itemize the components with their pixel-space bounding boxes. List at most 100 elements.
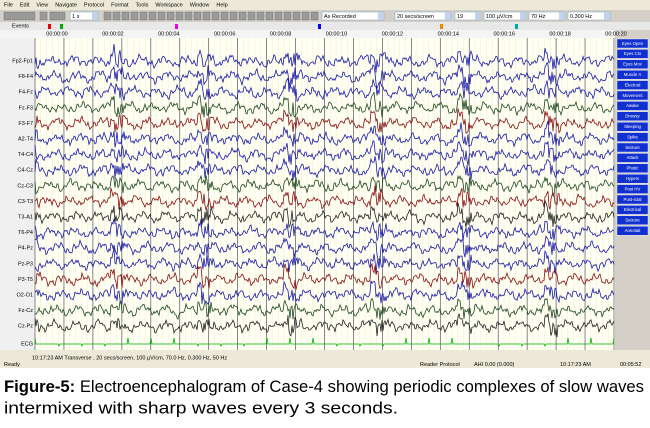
side-button[interactable] xyxy=(616,49,649,59)
dropdown[interactable] xyxy=(321,11,385,21)
toolbar-icon[interactable] xyxy=(265,11,274,21)
side-button[interactable] xyxy=(616,184,649,194)
event-marker[interactable] xyxy=(175,24,178,29)
side-button[interactable] xyxy=(616,80,649,90)
toolbar-icon[interactable] xyxy=(57,11,66,21)
side-button[interactable] xyxy=(616,225,649,236)
menu-item[interactable]: Workspace xyxy=(155,2,182,8)
side-button-label[interactable]: Spike xyxy=(627,134,638,139)
toolbar-icon[interactable] xyxy=(220,11,229,21)
dropdown-arrow[interactable] xyxy=(445,12,451,20)
side-button[interactable] xyxy=(616,69,649,80)
menu-item[interactable]: Protocol xyxy=(84,2,104,8)
dropdown-arrow[interactable] xyxy=(520,12,526,20)
side-button-label[interactable]: Movement xyxy=(622,93,643,98)
dropdown[interactable] xyxy=(394,11,452,21)
dropdown[interactable] xyxy=(567,11,611,21)
toolbar-icon[interactable] xyxy=(112,11,121,21)
dropdown-text[interactable]: As Recorded xyxy=(324,14,356,20)
toolbar-icon[interactable] xyxy=(202,11,211,21)
toolbar-icon[interactable] xyxy=(49,11,58,21)
event-marker[interactable] xyxy=(515,24,518,29)
event-marker[interactable] xyxy=(318,24,321,29)
toolbar-icon[interactable] xyxy=(292,11,301,21)
side-button[interactable] xyxy=(616,153,649,163)
toolbar-icon[interactable] xyxy=(148,11,157,21)
side-button[interactable] xyxy=(616,121,649,132)
dropdown-arrow[interactable] xyxy=(604,12,610,20)
side-button[interactable] xyxy=(616,101,649,111)
toolbar-icon[interactable] xyxy=(301,11,310,21)
side-button[interactable] xyxy=(616,132,649,142)
toolbar-icon[interactable] xyxy=(310,11,319,21)
side-button[interactable] xyxy=(616,142,649,153)
side-button-label[interactable]: Eyes Clo xyxy=(624,51,642,56)
side-button[interactable] xyxy=(616,111,649,122)
toolbar-icon[interactable] xyxy=(130,11,139,21)
side-button-label[interactable]: Seizure xyxy=(625,218,640,223)
menu-item[interactable]: Edit xyxy=(20,2,30,8)
side-button[interactable] xyxy=(616,59,649,69)
toolbar-icon[interactable] xyxy=(39,11,48,21)
toolbar-icon[interactable] xyxy=(27,11,36,21)
toolbar-icon[interactable] xyxy=(121,11,130,21)
side-button[interactable] xyxy=(616,205,649,215)
menu-item[interactable]: View xyxy=(36,2,48,8)
toolbar-icon[interactable] xyxy=(229,11,238,21)
side-button[interactable] xyxy=(616,38,649,49)
toolbar-icon[interactable] xyxy=(274,11,283,21)
dropdown-arrow[interactable] xyxy=(92,12,98,20)
dropdown-arrow[interactable] xyxy=(475,12,481,20)
toolbar-icon[interactable] xyxy=(256,11,265,21)
side-button[interactable] xyxy=(616,90,649,101)
side-button-label[interactable]: Eyes Open xyxy=(622,41,644,46)
side-button-label[interactable]: Photic xyxy=(627,166,640,171)
toolbar-icon[interactable] xyxy=(238,11,247,21)
side-button-label[interactable]: Electrod xyxy=(625,82,641,87)
toolbar-icon[interactable] xyxy=(103,11,112,21)
side-button-label[interactable]: Sleeping xyxy=(624,124,641,129)
side-button-label[interactable]: Seizure xyxy=(625,145,640,150)
menu-item[interactable]: Format xyxy=(111,2,129,8)
menu-item[interactable]: Tools xyxy=(136,2,149,8)
toolbar-icon[interactable] xyxy=(3,11,12,21)
side-button-label[interactable]: Eyes Mov xyxy=(623,62,643,67)
dropdown[interactable] xyxy=(528,11,566,21)
toolbar-icon[interactable] xyxy=(283,11,292,21)
dropdown-text[interactable]: 20 secs/screen xyxy=(397,14,434,20)
menu-item[interactable]: Navigate xyxy=(55,2,77,8)
side-button-label[interactable]: Post-Ictal xyxy=(624,197,642,202)
dropdown-text[interactable]: 1 s xyxy=(72,14,80,20)
toolbar-icon[interactable] xyxy=(184,11,193,21)
side-button[interactable] xyxy=(616,194,649,205)
toolbar-icon[interactable] xyxy=(19,11,28,21)
menu-item[interactable]: Help xyxy=(216,2,227,8)
toolbar-icon[interactable] xyxy=(247,11,256,21)
dropdown-text[interactable]: 70 Hz xyxy=(531,14,546,20)
dropdown-arrow[interactable] xyxy=(378,12,384,20)
toolbar-icon[interactable] xyxy=(166,11,175,21)
toolbar-icon[interactable] xyxy=(139,11,148,21)
event-marker[interactable] xyxy=(48,24,51,29)
toolbar-icon[interactable] xyxy=(211,11,220,21)
side-button-label[interactable]: Muscle A xyxy=(624,72,642,77)
side-button-label[interactable]: Attack xyxy=(627,155,640,160)
side-button-label[interactable]: Drowsy xyxy=(625,114,640,119)
side-button-label[interactable]: Hyperv xyxy=(626,176,640,181)
toolbar-icon[interactable] xyxy=(175,11,184,21)
dropdown-text[interactable]: 0.300 Hz xyxy=(570,14,592,20)
dropdown-text[interactable]: 19 xyxy=(457,14,463,20)
menu-item[interactable]: File xyxy=(4,2,13,8)
side-button[interactable] xyxy=(616,173,649,184)
toolbar-icon[interactable] xyxy=(157,11,166,21)
side-button-label[interactable]: Electrical xyxy=(624,207,641,212)
toolbar-icon[interactable] xyxy=(193,11,202,21)
side-button-label[interactable]: Post HV xyxy=(625,186,641,191)
dropdown-arrow[interactable] xyxy=(559,12,565,20)
dropdown[interactable] xyxy=(483,11,527,21)
toolbar-icon[interactable] xyxy=(11,11,20,21)
side-button-label[interactable]: Annotati xyxy=(625,228,641,233)
dropdown-text[interactable]: 100 µV/cm xyxy=(486,14,513,20)
dropdown[interactable] xyxy=(69,11,99,21)
dropdown[interactable] xyxy=(454,11,482,21)
